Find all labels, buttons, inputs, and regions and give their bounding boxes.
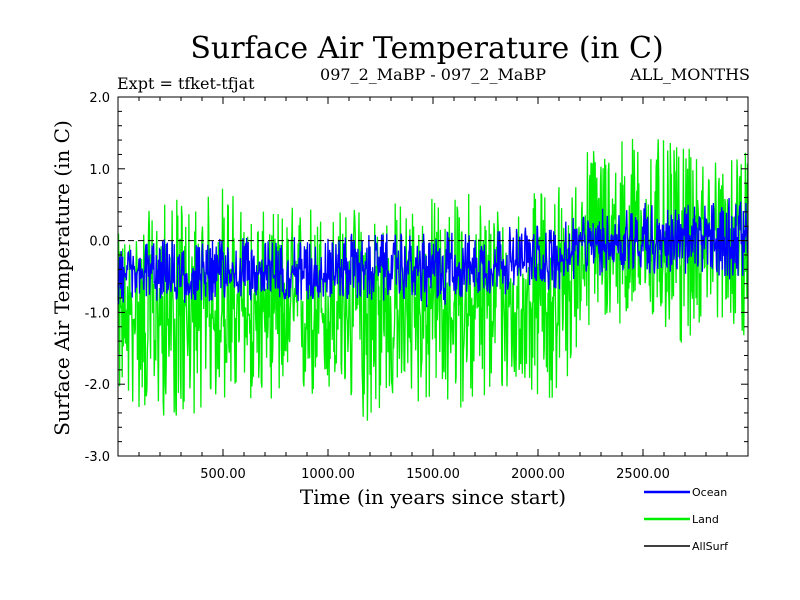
chart-title: Surface Air Temperature (in C) (190, 31, 663, 66)
x-tick-label: 1000.00 (301, 467, 355, 482)
chart-subtitle-left: Expt = tfket-tfjat (117, 74, 255, 93)
x-tick-label: 2000.00 (511, 467, 565, 482)
legend: Ocean Land AllSurf (644, 486, 729, 553)
y-axis-label: Surface Air Temperature (in C) (50, 120, 74, 436)
y-tick-label: -2.0 (85, 378, 110, 393)
x-tick-label: 500.00 (200, 467, 246, 482)
y-tick-label: 0.0 (89, 235, 110, 250)
x-axis-label: Time (in years since start) (300, 485, 566, 509)
y-tick-label: 2.0 (89, 91, 110, 106)
x-tick-label: 2500.00 (616, 467, 670, 482)
legend-label-land: Land (692, 513, 719, 526)
y-tick-label: -1.0 (85, 306, 110, 321)
x-tick-label: 1500.00 (406, 467, 460, 482)
plot-data (117, 138, 749, 421)
legend-label-ocean: Ocean (692, 486, 727, 499)
chart-subtitle-center: 097_2_MaBP - 097_2_MaBP (320, 65, 546, 84)
y-tick-label: -3.0 (85, 450, 110, 465)
axis-ticks: 500.00 1000.00 1500.00 2000.00 2500.00 -3.0 -2… (85, 91, 748, 482)
y-tick-label: 1.0 (89, 163, 110, 178)
legend-label-allsurf: AllSurf (692, 540, 729, 553)
chart-subtitle-right: ALL_MONTHS (629, 65, 750, 84)
series-line-ocean (117, 197, 749, 308)
